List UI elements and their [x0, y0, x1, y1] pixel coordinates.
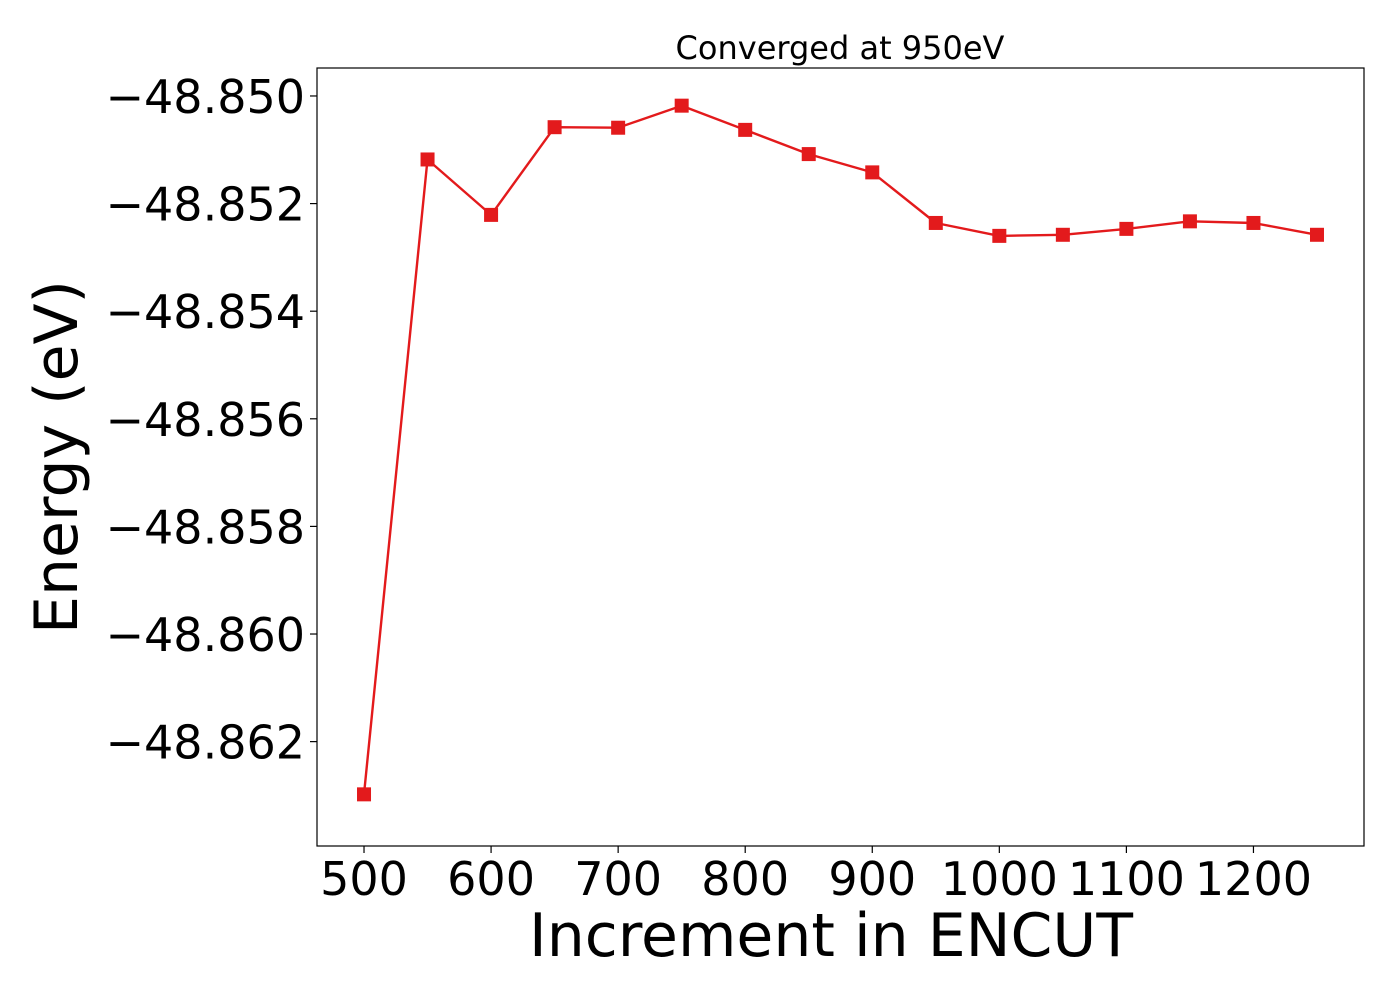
data-point-marker [420, 152, 435, 167]
x-tick-label: 1200 [1195, 852, 1312, 906]
x-axis-label: Increment in ENCUT [529, 901, 1133, 971]
data-point-marker [484, 207, 499, 222]
y-axis: −48.850 −48.852 −48.854 −48.856 −48.858 −48.8… [106, 70, 317, 770]
data-point-marker [738, 122, 753, 137]
data-point-marker [674, 98, 689, 113]
y-tick-label: −48.862 [106, 716, 306, 770]
x-tick-label: 1000 [941, 852, 1058, 906]
series-line [362, 104, 1318, 795]
plot-area-frame [316, 67, 1365, 847]
data-point-marker [928, 215, 943, 230]
x-tick-label: 600 [447, 852, 535, 906]
x-tick-label: 1100 [1068, 852, 1185, 906]
data-point-marker [801, 147, 816, 162]
x-tick-label: 500 [320, 852, 408, 906]
series-layer [357, 98, 1324, 802]
data-point-marker [1246, 215, 1261, 230]
y-tick-label: −48.860 [106, 608, 306, 662]
data-point-marker [1309, 227, 1324, 242]
y-tick-label: −48.858 [106, 500, 306, 554]
x-tick-label: 900 [828, 852, 916, 906]
data-point-marker [611, 120, 626, 135]
y-axis-label: Energy (eV) [22, 280, 92, 634]
data-point-marker [865, 165, 880, 180]
y-tick-label: −48.854 [106, 285, 306, 339]
data-point-marker [1055, 227, 1070, 242]
data-point-marker [1182, 214, 1197, 229]
y-tick-label: −48.856 [106, 393, 306, 447]
x-tick-label: 800 [701, 852, 789, 906]
chart-title: Converged at 950eV [676, 29, 1005, 67]
y-tick-label: −48.850 [106, 70, 306, 124]
x-tick-label: 700 [574, 852, 662, 906]
y-tick-label: −48.852 [106, 178, 306, 232]
data-point-marker [1119, 221, 1134, 236]
x-axis: 500 600 700 800 900 1000 1100 1200 [320, 846, 1312, 906]
data-point-marker [547, 120, 562, 135]
data-point-marker [357, 787, 372, 802]
data-point-marker [992, 228, 1007, 243]
